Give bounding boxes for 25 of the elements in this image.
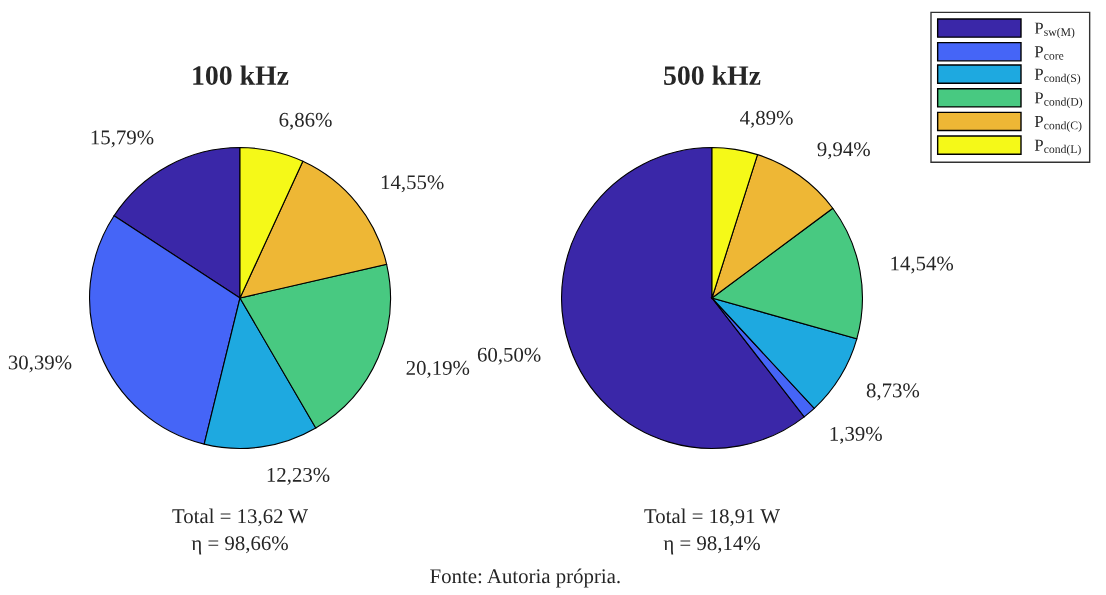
- text: Total = 13,62 W: [172, 508, 308, 527]
- data-label: 6,86%: [279, 112, 332, 130]
- data-label: 4,89%: [740, 110, 793, 128]
- data-label: 14,55%: [381, 175, 444, 193]
- legend-label: P$_{cond(L)}$: [1034, 139, 1081, 156]
- legend-label: P$_{cond(C)}$: [1034, 116, 1082, 132]
- text: Total = 18,91 W: [644, 508, 780, 527]
- text: η = 98,14%: [663, 536, 760, 555]
- text: 100 kHz: [193, 65, 289, 85]
- legend-label: P$_{core}$: [1034, 46, 1064, 60]
- legend-label: P$_{sw(M)}$: [1034, 22, 1075, 39]
- source-note: Fonte: Autoria própria.: [430, 568, 620, 588]
- legend-label: P$_{cond(D)}$: [1034, 92, 1083, 109]
- text: η = 98,66%: [191, 536, 288, 555]
- data-label: 30,39%: [8, 355, 72, 373]
- data-label: 1,39%: [830, 426, 882, 444]
- chart-title: 500 kHz: [664, 65, 761, 85]
- data-label: 15,79%: [91, 130, 154, 148]
- legend-label: P$_{cond(S)}$: [1034, 68, 1081, 85]
- data-label: 60,50%: [477, 347, 541, 365]
- data-label: 9,94%: [817, 142, 870, 160]
- data-label: 8,73%: [866, 383, 920, 401]
- data-label: 14,54%: [891, 256, 954, 274]
- data-label: 20,19%: [406, 360, 470, 378]
- data-label: 12,23%: [267, 467, 330, 485]
